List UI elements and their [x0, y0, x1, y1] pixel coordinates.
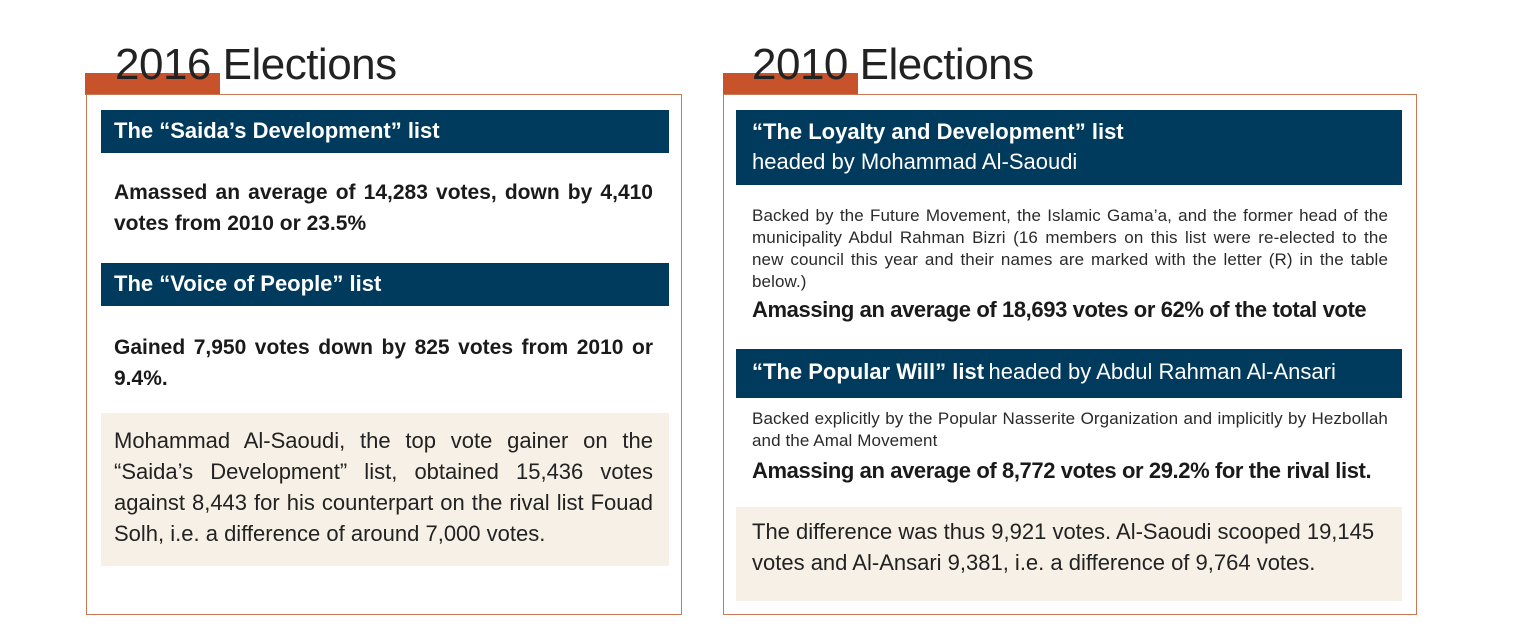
list-heading-text: “The Popular Will” list: [752, 359, 985, 384]
list-result-text: Amassed an average of 14,283 votes, down…: [114, 181, 653, 235]
list-heading-subtext: headed by Abdul Rahman Al-Ansari: [988, 359, 1336, 384]
highlight-note: Mohammad Al-Saoudi, the top vote gainer …: [101, 413, 669, 566]
title-accent-bar: [85, 73, 220, 95]
title-accent-bar: [723, 73, 858, 95]
list-heading-loyalty-and-development: “The Loyalty and Development” list heade…: [736, 110, 1402, 185]
list-result-text: Gained 7,950 votes down by 825 votes fro…: [114, 336, 653, 390]
list-heading-popular-will: “The Popular Will” list headed by Abdul …: [736, 349, 1402, 398]
list-result-text: Amassing an average of 18,693 votes or 6…: [752, 297, 1367, 322]
list-result-text: Amassing an average of 8,772 votes or 29…: [752, 458, 1372, 483]
list-heading-subtext: headed by Mohammad Al-Saoudi: [752, 149, 1078, 174]
list-backing-text: Backed explicitly by the Popular Nasseri…: [752, 409, 1388, 450]
list-heading-text: The “Saida’s Development” list: [114, 118, 440, 143]
panel-title: 2010 Elections: [752, 40, 1034, 89]
list-heading-text: “The Loyalty and Development” list: [752, 119, 1124, 144]
list-heading-voice-of-people: The “Voice of People” list: [101, 263, 669, 306]
highlight-note-text: Mohammad Al-Saoudi, the top vote gainer …: [114, 428, 653, 546]
highlight-note: The difference was thus 9,921 votes. Al-…: [736, 507, 1402, 601]
list-backing-text: Backed by the Future Movement, the Islam…: [752, 206, 1388, 291]
panel-title: 2016 Elections: [115, 40, 397, 89]
list-heading-saidas-development: The “Saida’s Development” list: [101, 110, 669, 153]
list-heading-text: The “Voice of People” list: [114, 271, 382, 296]
highlight-note-text: The difference was thus 9,921 votes. Al-…: [752, 519, 1375, 575]
